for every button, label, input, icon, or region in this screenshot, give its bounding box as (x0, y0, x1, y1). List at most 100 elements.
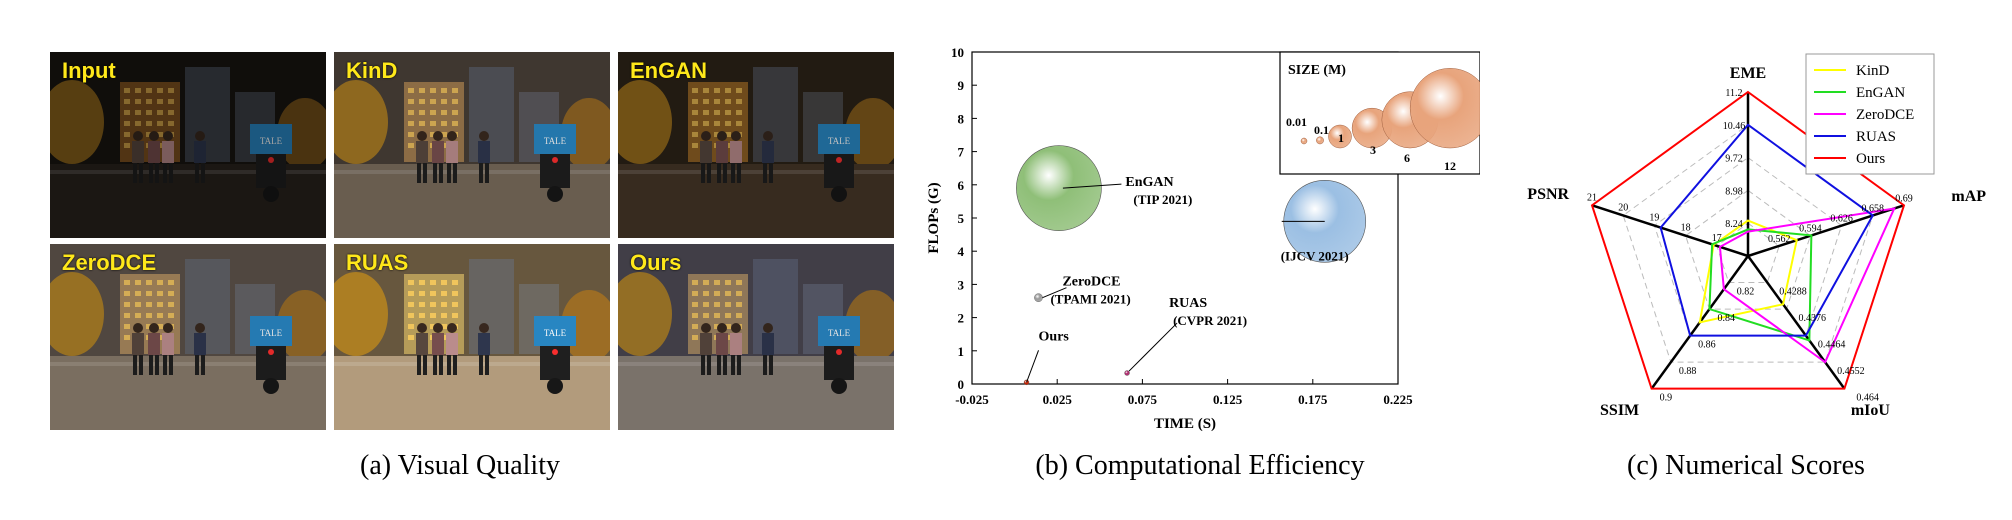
radar-series-ruas (1659, 123, 1875, 337)
bubble-ruas (1124, 370, 1130, 376)
radar-tick-label: 0.594 (1799, 224, 1822, 235)
radar-tick-label: 19 (1649, 213, 1659, 224)
bubble-label: ZeroDCE (1062, 275, 1120, 290)
size-legend-bubble (1328, 124, 1352, 149)
bubble-label: RUAS (1169, 296, 1207, 311)
y-tick-label: 5 (958, 211, 965, 226)
radar-grid (1653, 156, 1843, 337)
y-tick-label: 2 (958, 311, 965, 326)
numerical-panel: 8.24 8.98 9.72 10.46 11.2 0.562 0.594 0.626 0.65… (1480, 0, 2012, 520)
radar-axis-label: SSIM (1600, 402, 1639, 419)
x-axis-label: TIME (S) (1154, 416, 1216, 432)
legend-label: KinD (1856, 63, 1890, 79)
annotation-line (1026, 350, 1039, 383)
y-tick-label: 9 (958, 78, 965, 93)
bubble-venue: (TIP 2021) (1133, 192, 1192, 207)
radar-axis (1591, 204, 1749, 258)
x-tick-label: 0.075 (1128, 392, 1158, 407)
bubble-zerodce (1034, 293, 1043, 302)
legend-label: ZeroDCE (1856, 107, 1914, 123)
photo-input: TALE Input (50, 52, 326, 238)
size-legend-title: SIZE (M) (1288, 63, 1346, 78)
x-tick-label: 0.125 (1213, 392, 1243, 407)
photo-ours: TALE Ours (618, 244, 894, 430)
radar-tick-label: 18 (1681, 223, 1691, 234)
photo-label: Ours (630, 250, 682, 275)
radar-tick-label: 11.2 (1725, 88, 1742, 99)
x-tick-label: 0.025 (1043, 392, 1073, 407)
radar-tick-label: 21 (1587, 192, 1597, 203)
radar-tick-label: 9.72 (1725, 154, 1743, 165)
legend-label: EnGAN (1856, 85, 1905, 101)
radar-axis-label: EME (1730, 65, 1766, 82)
svg-text:TALE: TALE (260, 136, 283, 146)
y-tick-label: 1 (958, 344, 965, 359)
radar-tick-label: 0.4552 (1837, 366, 1865, 377)
radar-axis (1747, 204, 1905, 258)
photo-label: EnGAN (630, 58, 707, 83)
y-tick-label: 3 (958, 277, 965, 292)
radar-tick-label: 0.464 (1856, 393, 1879, 404)
radar-grid (1685, 189, 1811, 310)
y-axis-label: FLOPs (G) (926, 182, 942, 253)
radar-tick-label: 0.4464 (1818, 340, 1846, 351)
bubble-ours (1023, 379, 1030, 386)
radar-axis-label: PSNR (1527, 186, 1569, 203)
annotation-line (1042, 287, 1067, 299)
radar-series-engan (1708, 228, 1813, 342)
y-tick-label: 4 (958, 244, 965, 259)
radar-tick-label: 0.82 (1737, 287, 1755, 298)
bubble-venue: (TPAMI 2021) (1050, 292, 1130, 307)
x-tick-label: -0.025 (955, 392, 989, 407)
y-tick-label: 6 (958, 178, 965, 193)
svg-text:TALE: TALE (544, 136, 567, 146)
y-tick-label: 10 (951, 45, 964, 60)
bubble-chart: -0.025 0.025 0.075 0.125 0.175 0.225012345678… (926, 45, 1491, 432)
bubble-label: Ours (1039, 329, 1070, 344)
legend-label: RUAS (1856, 129, 1896, 145)
photo-label: Input (62, 58, 116, 83)
radar-grid (1716, 222, 1780, 284)
size-legend-bubble (1300, 137, 1308, 145)
radar-tick-label: 0.84 (1717, 313, 1735, 324)
radar-tick-label: 20 (1618, 202, 1628, 213)
svg-text:TALE: TALE (544, 328, 567, 338)
radar-tick-label: 10.46 (1723, 121, 1746, 132)
radar-tick-label: 0.4288 (1779, 287, 1807, 298)
x-tick-label: 0.175 (1298, 392, 1328, 407)
bubble-label: EnGAN (1125, 175, 1173, 190)
radar-tick-label: 0.86 (1698, 340, 1716, 351)
radar-axis (1746, 255, 1846, 390)
radar-tick-label: 0.4376 (1799, 313, 1827, 324)
radar-axis-label: mAP (1951, 188, 1986, 205)
radar-chart: 8.24 8.98 9.72 10.46 11.2 0.562 0.594 0.626 0.65… (1527, 53, 1986, 419)
photo-label: ZeroDCE (62, 250, 157, 275)
y-tick-label: 8 (958, 111, 965, 126)
radar-tick-label: 0.9 (1660, 393, 1673, 404)
size-legend-label: 1 (1338, 131, 1344, 145)
radar-axis-label: mIoU (1851, 402, 1891, 419)
annotation-line (1128, 322, 1178, 372)
visual-quality-panel: TALE Input TALE KinD TALE EnGAN TALE ZeroDCE TAL… (0, 0, 920, 520)
radar-tick-label: 0.69 (1895, 193, 1913, 204)
bubble-venue: (IJCV 2021) (1281, 248, 1349, 263)
y-tick-label: 7 (958, 145, 965, 160)
annotation-line (1062, 183, 1122, 189)
photo-zerodce: TALE ZeroDCE (50, 244, 326, 430)
svg-text:TALE: TALE (260, 328, 283, 338)
efficiency-caption: (b) Computational Efficiency (1035, 450, 1365, 481)
radar-tick-label: 8.24 (1725, 219, 1743, 230)
y-tick-label: 0 (958, 377, 965, 392)
photo-ruas: TALE RUAS (334, 244, 610, 430)
size-legend-label: 3 (1370, 143, 1376, 157)
size-legend-label: 0.01 (1286, 115, 1307, 129)
photo-kind: TALE KinD (334, 52, 610, 238)
numerical-caption: (c) Numerical Scores (1627, 450, 1865, 481)
photo-label: KinD (346, 58, 398, 83)
radar-series-ours (1590, 90, 1906, 390)
photo-engan: TALE EnGAN (618, 52, 894, 238)
legend-label: Ours (1856, 151, 1885, 167)
size-legend-label: 0.1 (1314, 123, 1329, 137)
efficiency-panel: -0.025 0.025 0.075 0.125 0.175 0.225 0 1 2 3 4 5 6 7 8… (920, 0, 1491, 520)
radar-grid (1622, 124, 1874, 363)
